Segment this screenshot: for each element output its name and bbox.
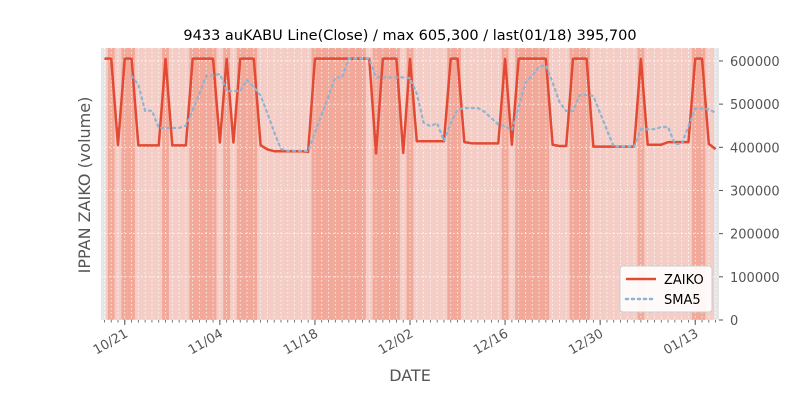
x-tick-label: 12/02 <box>376 326 416 358</box>
series-line-sma5 <box>130 57 717 153</box>
x-tick-label: 01/13 <box>661 326 701 358</box>
series-lines <box>104 57 717 155</box>
y-axis-ticks: 0 100000 200000 300000 400000 500000 600000 <box>719 55 780 329</box>
x-tick-label: 11/04 <box>186 326 226 358</box>
y-tick-label: 400000 <box>730 141 780 156</box>
plot-edge-left <box>101 48 106 320</box>
highlight-band <box>311 48 366 320</box>
legend-label-zaiko: ZAIKO <box>664 273 704 288</box>
x-tick-label: 10/21 <box>91 326 131 358</box>
x-axis-label: DATE <box>389 366 431 385</box>
highlight-band <box>189 48 217 320</box>
x-axis-ticks: 10/21 11/04 11/18 12/02 12/16 12/30 01/13 <box>91 320 717 358</box>
y-tick-label: 100000 <box>730 271 780 286</box>
y-tick-label: 600000 <box>730 55 780 70</box>
y-axis-label: IPPAN ZAIKO (volume) <box>75 97 94 274</box>
legend-box <box>619 265 713 313</box>
y-tick-label: 200000 <box>730 228 780 243</box>
y-tick-label: 0 <box>730 314 738 329</box>
legend: ZAIKO SMA5 <box>619 265 713 313</box>
series-line-zaiko <box>104 57 717 155</box>
chart-title: 9433 auKABU Line(Close) / max 605,300 / … <box>183 28 636 44</box>
y-tick-label: 500000 <box>730 98 780 113</box>
legend-label-sma5: SMA5 <box>664 293 701 308</box>
x-tick-label: 12/16 <box>471 326 511 358</box>
grid-lines <box>101 48 719 321</box>
x-tick-label: 11/18 <box>281 326 321 358</box>
x-tick-label: 12/30 <box>566 326 606 358</box>
y-tick-label: 300000 <box>730 184 780 199</box>
plot-edge-right <box>714 48 719 320</box>
